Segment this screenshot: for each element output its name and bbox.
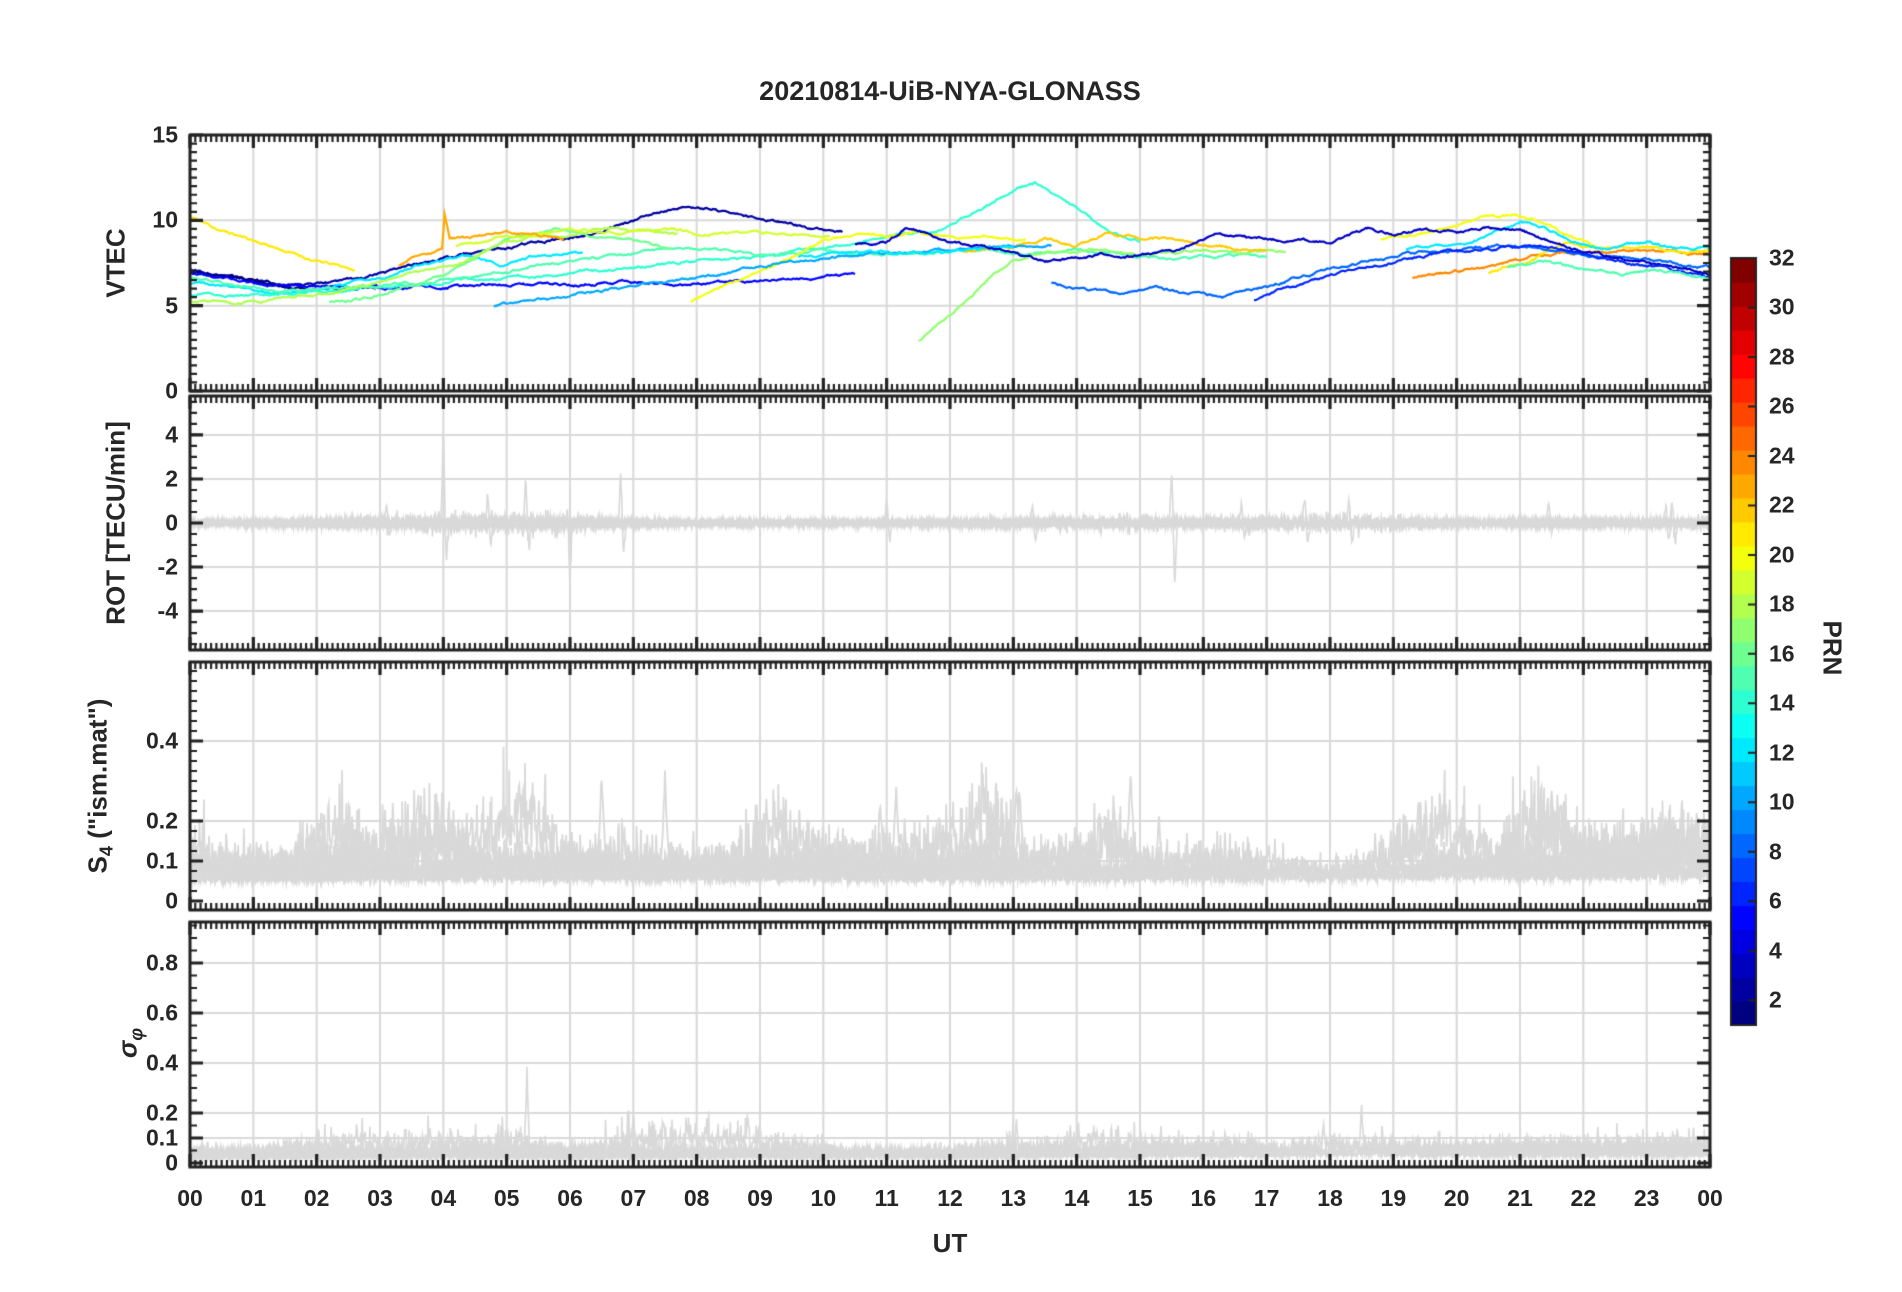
y-tick-label: 2 [165,465,178,492]
ylabel-sigma-phi: σφ [112,1028,147,1058]
ylabel-s4-rest: ("ism.mat") [82,698,113,846]
x-tick-label: 05 [493,1185,520,1211]
colorbar-label: PRN [1817,620,1848,676]
x-tick-label: 20 [1443,1185,1470,1211]
colorbar-tick-label: 28 [1769,343,1795,370]
y-tick-label: -2 [157,553,178,580]
ylabel-rot: ROT [TECU/min] [100,421,131,625]
y-tick-label: 0 [165,509,178,536]
y-tick-label: 5 [165,292,178,319]
colorbar-tick-label: 16 [1769,640,1795,667]
ylabel-vtec: VTEC [100,228,131,298]
y-tick-label: 0.2 [146,1099,178,1126]
colorbar-tick-label: 8 [1769,838,1782,865]
ylabel-phi-sub: φ [126,1027,147,1041]
ylabel-s4-base: S [82,856,113,874]
x-tick-label: 22 [1570,1185,1597,1211]
colorbar-tick-label: 32 [1769,244,1795,271]
x-tick-label: 18 [1317,1185,1343,1211]
x-tick-label: 00 [177,1185,203,1211]
y-tick-label: -4 [157,597,178,624]
x-tick-label: 13 [1000,1185,1027,1211]
x-tick-label: 21 [1507,1185,1533,1211]
colorbar-tick-label: 20 [1769,541,1795,568]
y-tick-label: 4 [165,421,178,448]
colorbar-tick-label: 26 [1769,392,1795,419]
y-tick-label: 0 [165,377,178,404]
colorbar-tick-label: 22 [1769,491,1795,518]
x-tick-label: 23 [1633,1185,1660,1211]
colorbar-tick-label: 6 [1769,887,1782,914]
y-tick-label: 0.2 [146,807,178,834]
x-tick-label: 10 [810,1185,837,1211]
y-tick-label: 0.4 [146,1049,178,1076]
y-tick-label: 15 [152,121,178,148]
x-tick-label: 03 [367,1185,393,1211]
chart-title: 20210814-UiB-NYA-GLONASS [759,76,1141,106]
ylabel-s4-sub: 4 [96,846,117,857]
colorbar-tick-label: 4 [1769,937,1782,964]
x-tick-label: 00 [1697,1185,1723,1211]
x-tick-label: 06 [557,1185,583,1211]
x-tick-label: 12 [937,1185,963,1211]
colorbar-tick-label: 24 [1769,442,1795,469]
x-tick-label: 16 [1190,1185,1217,1211]
x-tick-label: 19 [1380,1185,1407,1211]
x-tick-label: 01 [240,1185,267,1211]
y-tick-label: 0 [165,1149,178,1176]
y-tick-label: 0.8 [146,949,178,976]
ylabel-s4: S4 ("ism.mat") [82,699,117,874]
x-tick-label: 08 [683,1185,710,1211]
colorbar-tick-label: 2 [1769,986,1782,1013]
colorbar-tick-label: 18 [1769,590,1795,617]
y-tick-label: 0.1 [146,847,178,874]
colorbar-tick-label: 10 [1769,788,1795,815]
colorbar-tick-label: 12 [1769,739,1795,766]
x-tick-label: 09 [747,1185,773,1211]
colorbar-tick-label: 14 [1769,689,1795,716]
y-tick-label: 0.6 [146,999,178,1026]
x-tick-label: 15 [1127,1185,1153,1211]
colorbar-tick-label: 30 [1769,293,1795,320]
x-axis-label: UT [932,1228,968,1258]
ylabel-sigma: σ [112,1040,143,1059]
y-tick-label: 0.1 [146,1124,178,1151]
y-tick-label: 0 [165,887,178,914]
x-tick-label: 17 [1253,1185,1280,1211]
x-tick-label: 02 [303,1185,330,1211]
y-tick-label: 10 [152,206,178,233]
x-tick-label: 04 [430,1185,457,1211]
y-tick-label: 0.4 [146,727,178,754]
x-tick-label: 14 [1063,1185,1090,1211]
x-tick-label: 07 [620,1185,647,1211]
x-tick-label: 11 [874,1185,899,1211]
